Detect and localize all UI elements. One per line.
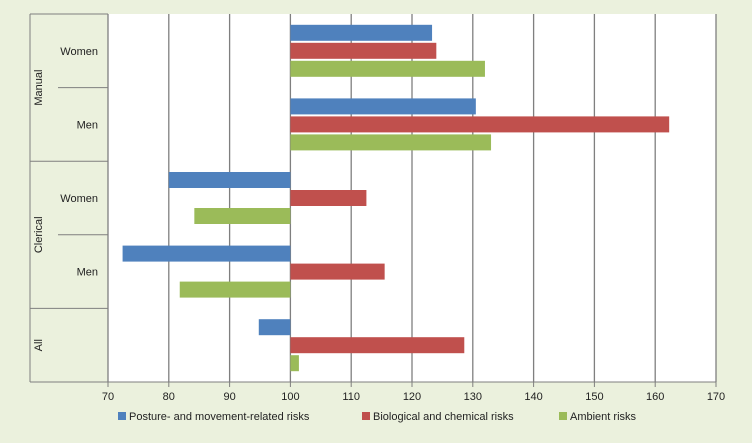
bar-posture: [258, 319, 291, 336]
bar-biological: [290, 337, 465, 354]
x-tick-label: 70: [102, 391, 114, 403]
x-tick-label: 140: [524, 391, 542, 403]
bar-ambient: [179, 281, 291, 298]
x-tick-label: 90: [223, 391, 235, 403]
legend-swatch: [362, 412, 370, 420]
group-label: Clerical: [33, 216, 45, 253]
bar-posture: [290, 98, 476, 115]
x-tick-label: 160: [646, 391, 664, 403]
x-tick-label: 120: [403, 391, 421, 403]
bar-biological: [290, 190, 367, 206]
category-label: Men: [77, 267, 98, 279]
bar-ambient: [194, 208, 291, 224]
legend-label: Biological and chemical risks: [373, 411, 514, 423]
x-tick-label: 100: [281, 391, 299, 403]
bar-biological: [290, 42, 437, 59]
bar-ambient: [290, 134, 492, 151]
x-tick-label: 130: [464, 391, 482, 403]
bar-biological: [290, 116, 670, 133]
bar-posture: [290, 24, 433, 41]
legend-swatch: [118, 412, 126, 420]
legend-label: Ambient risks: [570, 411, 637, 423]
category-label: Women: [60, 193, 98, 205]
bar-ambient: [290, 60, 485, 77]
group-label: All: [33, 339, 45, 351]
legend-swatch: [559, 412, 567, 420]
bar-posture: [122, 245, 291, 262]
category-label: Men: [77, 119, 98, 131]
bar-posture: [168, 172, 291, 188]
x-tick-label: 110: [342, 391, 360, 403]
bar-ambient: [290, 355, 299, 372]
x-tick-label: 150: [585, 391, 603, 403]
group-label: Manual: [33, 70, 45, 106]
legend-label: Posture- and movement-related risks: [129, 411, 310, 423]
x-tick-label: 170: [707, 391, 725, 403]
bar-biological: [290, 263, 385, 280]
x-tick-label: 80: [163, 391, 175, 403]
category-label: Women: [60, 46, 98, 58]
